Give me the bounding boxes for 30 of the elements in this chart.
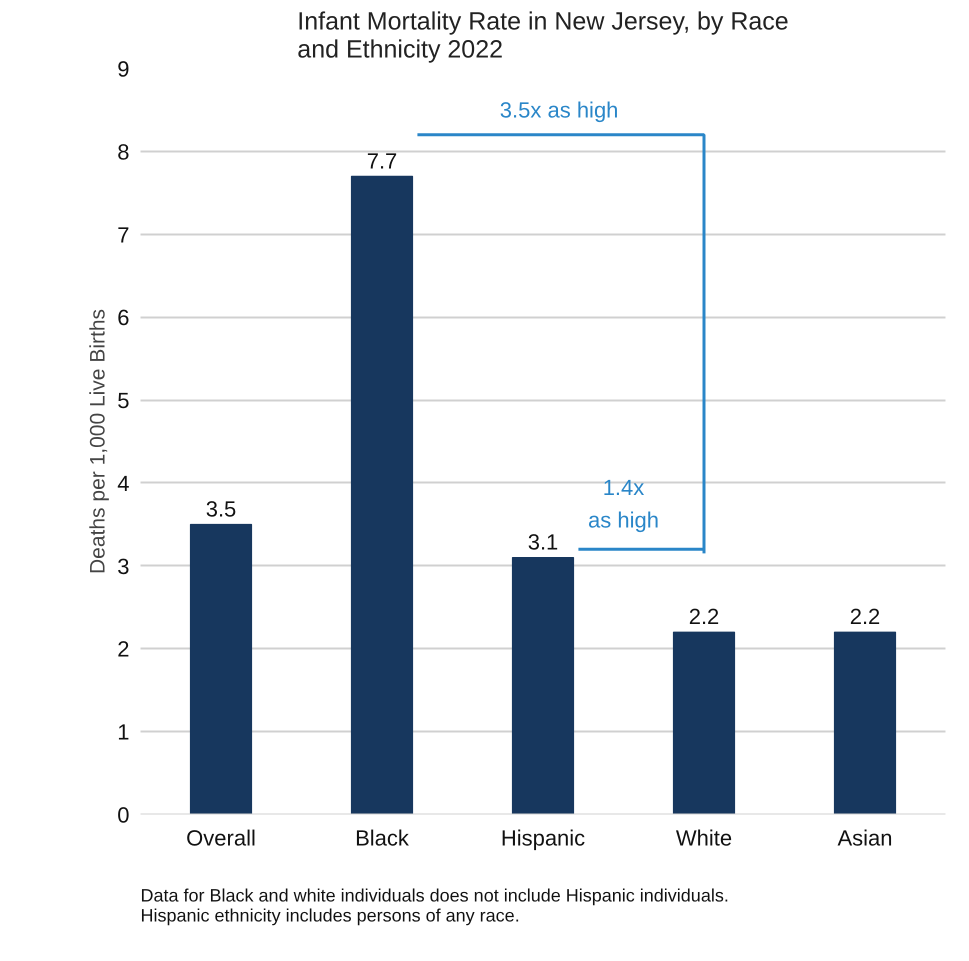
x-tick-label: Hispanic bbox=[500, 826, 586, 850]
x-tick-label: Black bbox=[355, 826, 410, 850]
data-label: 3.5 bbox=[206, 496, 236, 522]
y-axis-title: Deaths per 1,000 Live Births bbox=[86, 309, 110, 574]
y-tick-label: 4 bbox=[117, 470, 130, 496]
text: Data for Black and white individuals does not include Hispanic individuals. Hispanic ethnicity includes persons of any race. bbox=[140, 886, 729, 926]
data-label: 2.2 bbox=[850, 604, 880, 630]
y-tick-label: 0 bbox=[117, 802, 130, 828]
y-tick-label: 5 bbox=[117, 388, 130, 414]
y-tick-label: 2 bbox=[117, 636, 130, 662]
data-label: 2.2 bbox=[688, 604, 720, 630]
y-tick-label: 1 bbox=[117, 720, 130, 745]
bar bbox=[834, 632, 896, 814]
bar bbox=[350, 176, 414, 814]
annotation: 1.4x as high bbox=[588, 475, 659, 533]
chart-title: Infant Mortality Rate in New Jersey, by Race and Ethnicity 2022 bbox=[297, 8, 789, 64]
x-tick-label: Overall bbox=[186, 826, 256, 850]
y-tick-label: 9 bbox=[117, 56, 130, 82]
bar bbox=[190, 524, 252, 814]
data-label: 7.7 bbox=[366, 148, 398, 174]
annotation: 3.5x as high bbox=[500, 97, 618, 122]
y-tick-label: 8 bbox=[117, 139, 130, 164]
y-tick-label: 3 bbox=[117, 554, 130, 579]
y-tick-label: 6 bbox=[117, 305, 130, 330]
y-tick-label: 7 bbox=[117, 222, 130, 248]
bar bbox=[672, 632, 736, 814]
x-tick-label: Asian bbox=[837, 826, 893, 850]
bar bbox=[512, 557, 574, 814]
x-tick-label: White bbox=[676, 826, 732, 850]
data-label: 3.1 bbox=[528, 530, 558, 555]
